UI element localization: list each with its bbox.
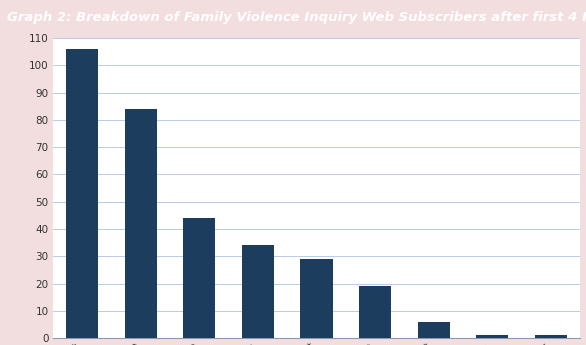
Bar (417, 322, 450, 338)
Bar (66, 49, 98, 338)
Bar (124, 109, 156, 338)
Bar (534, 335, 567, 338)
Bar (476, 335, 508, 338)
Text: Graph 2: Breakdown of Family Violence Inquiry Web Subscribers after first 4 Issu: Graph 2: Breakdown of Family Violence In… (7, 11, 586, 24)
Bar (359, 286, 391, 338)
Bar (241, 245, 274, 338)
Bar (300, 259, 333, 338)
Bar (183, 218, 216, 338)
